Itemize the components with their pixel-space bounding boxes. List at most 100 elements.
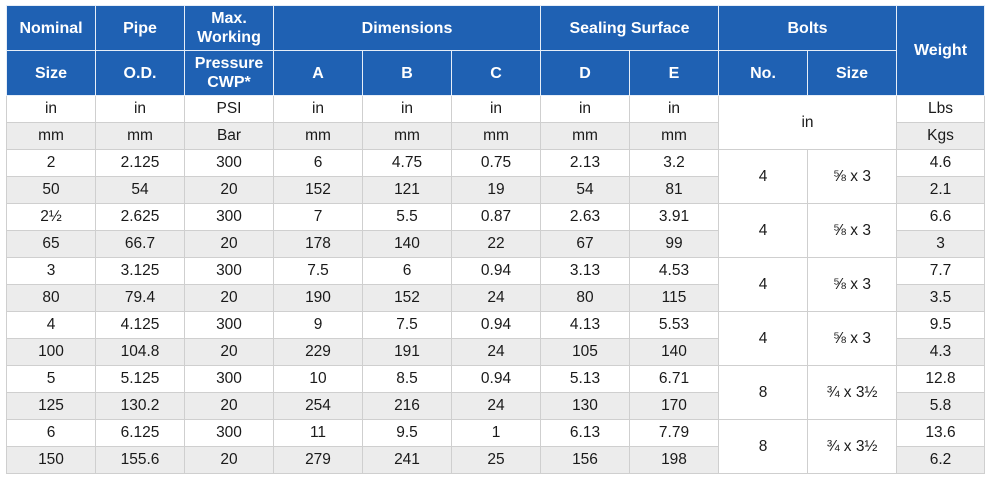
table-cell: 241 bbox=[362, 446, 452, 474]
table-cell: 121 bbox=[362, 176, 452, 204]
table-cell: 4.125 bbox=[95, 311, 185, 339]
unit-cell: in bbox=[540, 95, 630, 123]
table-cell: 2½ bbox=[6, 203, 96, 231]
table-cell: 4.53 bbox=[629, 257, 719, 285]
header-bolts: Bolts bbox=[718, 5, 897, 51]
table-cell: 170 bbox=[629, 392, 719, 420]
table-cell: 125 bbox=[6, 392, 96, 420]
header-sealing-surface: Sealing Surface bbox=[540, 5, 719, 51]
table-cell: 8.5 bbox=[362, 365, 452, 393]
weight-lbs-cell: 6.6 bbox=[896, 203, 985, 231]
table-cell: 10 bbox=[273, 365, 363, 393]
table-cell: 0.94 bbox=[451, 365, 541, 393]
table-cell: 191 bbox=[362, 338, 452, 366]
weight-lbs-cell: 9.5 bbox=[896, 311, 985, 339]
table-cell: 140 bbox=[362, 230, 452, 258]
weight-kgs-cell: 3.5 bbox=[896, 284, 985, 312]
table-cell: 7 bbox=[273, 203, 363, 231]
table-cell: 67 bbox=[540, 230, 630, 258]
table-cell: 130.2 bbox=[95, 392, 185, 420]
unit-cell: mm bbox=[6, 122, 96, 150]
table-cell: 229 bbox=[273, 338, 363, 366]
table-cell: 2.63 bbox=[540, 203, 630, 231]
unit-cell: Bar bbox=[184, 122, 274, 150]
table-cell: 9 bbox=[273, 311, 363, 339]
table-cell: 178 bbox=[273, 230, 363, 258]
table-cell: 99 bbox=[629, 230, 719, 258]
header-dim-c: C bbox=[451, 50, 541, 96]
table-cell: 24 bbox=[451, 392, 541, 420]
spec-table-container: Nominal Pipe Max. Working Dimensions Sea… bbox=[6, 5, 985, 474]
table-cell: 54 bbox=[95, 176, 185, 204]
weight-lbs-cell: 7.7 bbox=[896, 257, 985, 285]
table-cell: 152 bbox=[273, 176, 363, 204]
table-cell: 6.125 bbox=[95, 419, 185, 447]
table-cell: 300 bbox=[184, 149, 274, 177]
weight-unit-cell: Lbs bbox=[896, 95, 985, 123]
header-dim-b: B bbox=[362, 50, 452, 96]
bolt-count-cell: 8 bbox=[718, 365, 808, 420]
table-cell: 105 bbox=[540, 338, 630, 366]
table-cell: 25 bbox=[451, 446, 541, 474]
weight-kgs-cell: 3 bbox=[896, 230, 985, 258]
header-bolts-size: Size bbox=[807, 50, 897, 96]
table-cell: 190 bbox=[273, 284, 363, 312]
unit-cell: in bbox=[95, 95, 185, 123]
header-seal-e: E bbox=[629, 50, 719, 96]
header-pipe: Pipe bbox=[95, 5, 185, 51]
header-bolts-no: No. bbox=[718, 50, 808, 96]
units-row-imperial: in in PSI in in in in in in Lbs bbox=[6, 95, 985, 150]
weight-kgs-cell: 2.1 bbox=[896, 176, 985, 204]
table-cell: 54 bbox=[540, 176, 630, 204]
table-cell: 279 bbox=[273, 446, 363, 474]
table-cell: 152 bbox=[362, 284, 452, 312]
table-row-metric: 50 54 20 152 121 19 54 81 2.1 bbox=[6, 176, 985, 204]
table-cell: 0.94 bbox=[451, 311, 541, 339]
unit-cell: mm bbox=[273, 122, 363, 150]
table-cell: 130 bbox=[540, 392, 630, 420]
header-seal-d: D bbox=[540, 50, 630, 96]
table-cell: 2.625 bbox=[95, 203, 185, 231]
table-cell: 300 bbox=[184, 419, 274, 447]
table-cell: 115 bbox=[629, 284, 719, 312]
table-row-metric: 65 66.7 20 178 140 22 67 99 3 bbox=[6, 230, 985, 258]
bolt-size-cell: ⅝ x 3 bbox=[807, 257, 897, 312]
table-row-metric: 80 79.4 20 190 152 24 80 115 3.5 bbox=[6, 284, 985, 312]
unit-cell: PSI bbox=[184, 95, 274, 123]
table-cell: 24 bbox=[451, 284, 541, 312]
unit-cell: in bbox=[362, 95, 452, 123]
table-row-imperial: 4 4.125 300 9 7.5 0.94 4.13 5.53 4 ⅝ x 3 9.5 bbox=[6, 311, 985, 366]
table-cell: 2.13 bbox=[540, 149, 630, 177]
bolt-size-cell: ¾ x 3½ bbox=[807, 419, 897, 474]
table-cell: 3.91 bbox=[629, 203, 719, 231]
table-cell: 19 bbox=[451, 176, 541, 204]
table-cell: 6 bbox=[362, 257, 452, 285]
table-cell: 156 bbox=[540, 446, 630, 474]
table-cell: 22 bbox=[451, 230, 541, 258]
bolt-count-cell: 8 bbox=[718, 419, 808, 474]
table-row-imperial: 6 6.125 300 11 9.5 1 6.13 7.79 8 ¾ x 3½ 13.6 bbox=[6, 419, 985, 474]
units-row-metric: mm mm Bar mm mm mm mm mm Kgs bbox=[6, 122, 985, 150]
table-cell: 5.5 bbox=[362, 203, 452, 231]
bolt-size-cell: ¾ x 3½ bbox=[807, 365, 897, 420]
table-cell: 20 bbox=[184, 392, 274, 420]
table-cell: 20 bbox=[184, 230, 274, 258]
table-cell: 3.13 bbox=[540, 257, 630, 285]
weight-kgs-cell: 4.3 bbox=[896, 338, 985, 366]
table-cell: 0.94 bbox=[451, 257, 541, 285]
table-cell: 6 bbox=[273, 149, 363, 177]
header-pressure-cwp: Pressure CWP* bbox=[184, 50, 274, 96]
unit-cell: in bbox=[6, 95, 96, 123]
unit-cell: mm bbox=[451, 122, 541, 150]
table-cell: 80 bbox=[6, 284, 96, 312]
table-cell: 216 bbox=[362, 392, 452, 420]
table-cell: 24 bbox=[451, 338, 541, 366]
table-cell: 5.53 bbox=[629, 311, 719, 339]
table-cell: 4.13 bbox=[540, 311, 630, 339]
table-cell: 9.5 bbox=[362, 419, 452, 447]
header-nominal: Nominal bbox=[6, 5, 96, 51]
header-max-working: Max. Working bbox=[184, 5, 274, 51]
table-cell: 300 bbox=[184, 257, 274, 285]
unit-cell: mm bbox=[540, 122, 630, 150]
table-row-metric: 100 104.8 20 229 191 24 105 140 4.3 bbox=[6, 338, 985, 366]
